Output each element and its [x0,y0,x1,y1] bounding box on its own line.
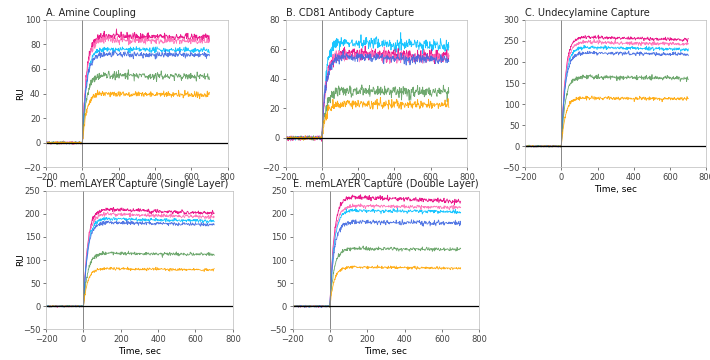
Y-axis label: RU: RU [16,87,25,100]
X-axis label: Time, sec: Time, sec [594,185,638,194]
Text: B. CD81 Antibody Capture: B. CD81 Antibody Capture [285,8,414,18]
Text: E. memLAYER Capture (Double Layer): E. memLAYER Capture (Double Layer) [293,179,479,189]
X-axis label: Time, sec: Time, sec [364,347,408,356]
Text: C. Undecylamine Capture: C. Undecylamine Capture [525,8,650,18]
Y-axis label: RU: RU [16,254,25,266]
Text: A. Amine Coupling: A. Amine Coupling [46,8,136,18]
Text: D. memLAYER Capture (Single Layer): D. memLAYER Capture (Single Layer) [46,179,229,189]
X-axis label: Time, sec: Time, sec [118,347,161,356]
